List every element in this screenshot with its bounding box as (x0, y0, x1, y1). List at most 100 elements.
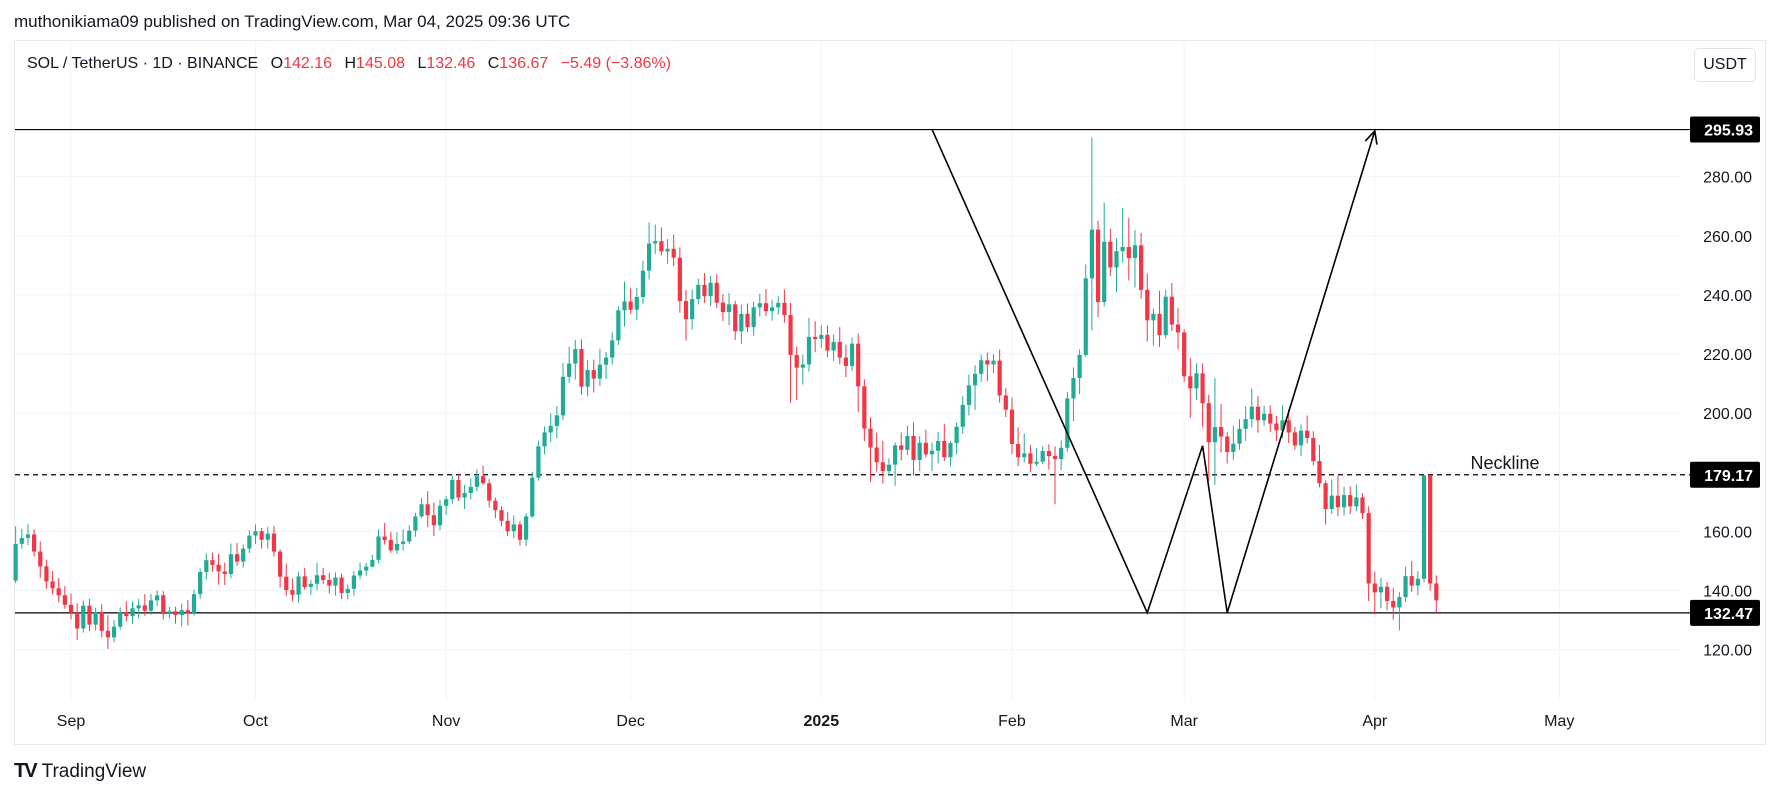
candle-body (474, 476, 479, 487)
candle (1194, 363, 1199, 401)
candle (1348, 486, 1353, 515)
candle-body (450, 480, 455, 500)
candle-body (585, 370, 590, 387)
candle (1120, 208, 1125, 263)
candle-body (468, 486, 473, 494)
candle (622, 281, 627, 327)
candle-body (339, 577, 344, 593)
price-tag-label: 295.93 (1704, 123, 1753, 140)
candle-body (597, 364, 602, 379)
candle-body (708, 282, 713, 297)
candle-body (382, 536, 387, 541)
candle (468, 478, 473, 500)
symbol-name[interactable]: SOL / TetherUS · 1D · BINANCE (27, 55, 259, 72)
candle (856, 333, 861, 413)
candle (603, 351, 609, 379)
candle (1022, 433, 1027, 463)
candle (480, 465, 486, 485)
candle-body (425, 504, 430, 516)
candle (1145, 273, 1150, 342)
currency-button[interactable]: USDT (1694, 48, 1756, 82)
candle-body (942, 440, 947, 458)
candle-body (1095, 229, 1101, 303)
y-tick-label: 280.00 (1703, 170, 1752, 187)
candle-body (1194, 373, 1199, 389)
candle (763, 289, 769, 317)
candle-body (1200, 373, 1205, 404)
candle (733, 300, 738, 340)
candle (1366, 506, 1371, 601)
candle (148, 593, 154, 615)
candle-body (419, 504, 424, 517)
candle (1077, 349, 1082, 394)
candle-body (68, 604, 74, 613)
candle (253, 524, 258, 544)
candle (38, 541, 43, 578)
candle-body (665, 248, 670, 252)
candle-body (726, 304, 732, 313)
candle-body (770, 307, 775, 312)
candle-body (893, 445, 898, 465)
candle (407, 525, 412, 545)
candle (1292, 426, 1297, 450)
candle (394, 532, 400, 554)
candle-body (917, 442, 922, 460)
candle-body (683, 301, 689, 320)
candle-body (376, 536, 381, 560)
candle (1305, 415, 1310, 444)
candle (1016, 427, 1021, 467)
candle (942, 423, 947, 462)
candle-body (1225, 436, 1230, 452)
candle (1255, 396, 1261, 433)
candle (1378, 577, 1384, 609)
candle-body (905, 435, 910, 450)
candle-body (1077, 354, 1082, 379)
candle-body (1311, 438, 1316, 462)
candle-body (296, 576, 301, 595)
candle (610, 332, 615, 365)
candle-body (1341, 495, 1347, 508)
candle-body (111, 626, 117, 638)
candle (1225, 432, 1230, 464)
candle (591, 359, 596, 393)
candle-body (634, 296, 639, 310)
candle-body (290, 590, 295, 595)
candle-body (677, 257, 682, 302)
candle (44, 559, 49, 589)
candle-body (1052, 456, 1058, 460)
candle (1139, 232, 1144, 299)
candle (1206, 394, 1211, 482)
candle-body (1188, 376, 1193, 389)
candle-body (1218, 427, 1224, 437)
price-tag-label: 132.47 (1704, 606, 1753, 623)
candle-body (1046, 451, 1051, 457)
candle-body (228, 554, 233, 575)
tradingview-brand[interactable]: TV TradingView (14, 760, 146, 783)
candle-body (1329, 495, 1334, 509)
candle (751, 301, 756, 336)
candle (794, 346, 799, 400)
candle (997, 349, 1002, 403)
candle-body (148, 600, 154, 611)
candle-body (647, 243, 652, 271)
candle-body (517, 524, 523, 540)
candle-body (1249, 406, 1254, 420)
candle (819, 325, 824, 349)
pattern-line (931, 129, 1376, 615)
candle (382, 522, 387, 545)
candle-body (1108, 241, 1113, 268)
neckline-label: Neckline (1470, 453, 1539, 473)
candle (302, 568, 307, 590)
candle-body (739, 313, 744, 332)
candle (1009, 397, 1015, 455)
candle (1341, 486, 1347, 516)
price-tag (1690, 116, 1760, 143)
candle (1243, 406, 1248, 441)
candle-body (1059, 447, 1064, 460)
candle-body (179, 610, 184, 616)
high-value: 145.08 (356, 55, 405, 72)
candle-body (536, 446, 541, 478)
candle-body (825, 334, 830, 351)
candle-body (720, 302, 725, 313)
